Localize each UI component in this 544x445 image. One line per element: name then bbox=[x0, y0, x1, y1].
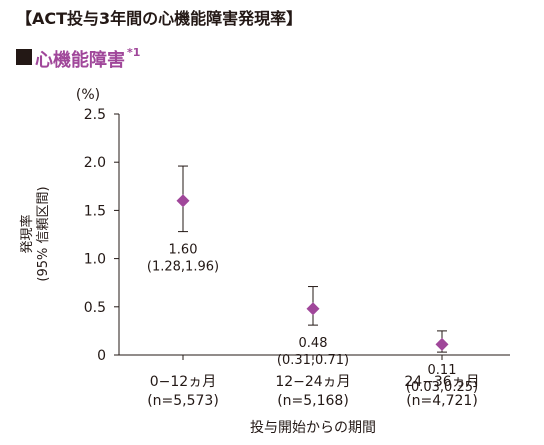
page-title: 【ACT投与3年間の心機能障害発現率】 bbox=[16, 9, 303, 28]
section-heading: 心機能障害 *1 bbox=[16, 46, 140, 72]
data-points: 1.60 (1.28,1.96) 0.48 (0.31,0.71) 0.11 (0.03,… bbox=[147, 165, 478, 395]
y-axis-subtitle: (95% 信頼区間) bbox=[36, 186, 51, 281]
ci-label: (0.03,0.25) bbox=[406, 380, 478, 395]
ci-label: (0.31,0.71) bbox=[277, 353, 349, 368]
ci-label: (1.28,1.96) bbox=[147, 260, 219, 275]
x-tick-sample-size: (n=5,573) bbox=[147, 393, 219, 409]
x-tick-label: 0−12ヵ月 bbox=[150, 374, 216, 390]
section-title: 心機能障害 bbox=[35, 50, 125, 71]
section-footnote-mark: *1 bbox=[127, 46, 141, 59]
y-tick-label: 0.5 bbox=[84, 300, 106, 316]
section-square-icon bbox=[16, 49, 32, 65]
data-point-marker bbox=[176, 194, 190, 208]
x-tick-sample-size: (n=4,721) bbox=[406, 393, 478, 409]
y-tick-label: 1.5 bbox=[84, 203, 106, 219]
x-axis-title: 投与開始からの期間 bbox=[250, 420, 376, 436]
x-tick-label: 24−36ヵ月 bbox=[404, 374, 479, 390]
y-axis-title: 発現率 bbox=[19, 214, 35, 253]
data-value-label: 0.11 bbox=[428, 363, 457, 378]
y-tick-label: 2.0 bbox=[84, 155, 106, 171]
y-tick-label: 0 bbox=[97, 348, 106, 364]
y-tick-label: 1.0 bbox=[84, 252, 106, 268]
data-value-label: 1.60 bbox=[169, 243, 198, 258]
data-point-marker bbox=[306, 302, 320, 316]
y-ticks: 0 0.5 1.0 1.5 2.0 2.5 bbox=[84, 107, 119, 364]
data-point-marker bbox=[435, 337, 449, 351]
x-tick-label: 12−24ヵ月 bbox=[275, 374, 350, 390]
data-value-label: 0.48 bbox=[299, 336, 328, 351]
y-tick-label: 2.5 bbox=[84, 107, 106, 123]
x-tick-sample-size: (n=5,168) bbox=[277, 393, 349, 409]
y-unit-label: (%) bbox=[76, 87, 100, 103]
x-ticks: 0−12ヵ月 (n=5,573) 12−24ヵ月 (n=5,168) 24−36ヵ月 (n… bbox=[147, 355, 480, 409]
